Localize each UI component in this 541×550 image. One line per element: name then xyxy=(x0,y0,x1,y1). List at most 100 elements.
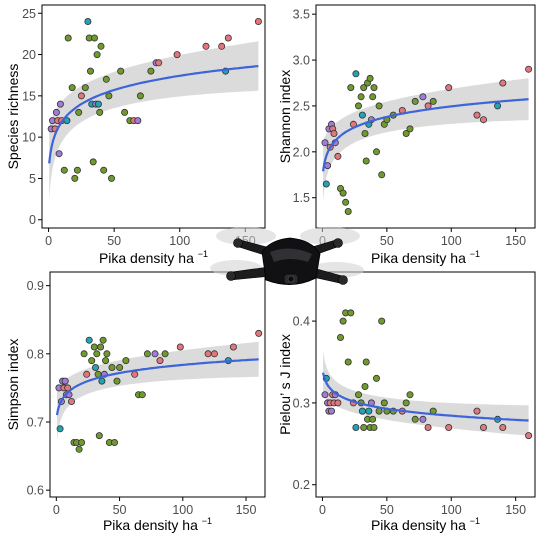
data-point xyxy=(365,407,373,415)
data-point xyxy=(143,350,151,358)
data-point xyxy=(473,111,481,119)
data-point xyxy=(108,363,116,371)
x-tick-label: 100 xyxy=(172,503,193,517)
data-point xyxy=(378,171,386,179)
data-point xyxy=(75,108,83,116)
data-point xyxy=(334,152,342,160)
y-tick-label: 0.4 xyxy=(293,315,310,329)
data-point xyxy=(339,189,347,197)
data-point xyxy=(105,92,113,100)
y-tick-label: 3.0 xyxy=(293,54,310,68)
data-point xyxy=(360,84,368,92)
data-point xyxy=(89,158,97,166)
data-point xyxy=(424,423,432,431)
data-point xyxy=(342,198,350,206)
drone-body xyxy=(261,237,321,285)
propeller xyxy=(300,227,360,245)
y-axis-title: Pielou’ s J index xyxy=(277,334,293,435)
x-tick-label: 50 xyxy=(380,503,394,517)
data-point xyxy=(327,407,335,415)
x-axis-title-exponent: −1 xyxy=(470,249,480,259)
x-tick-label: 0 xyxy=(53,503,60,517)
data-point xyxy=(81,84,89,92)
x-tick-label: 150 xyxy=(236,503,257,517)
data-point xyxy=(229,343,237,351)
data-point xyxy=(103,350,111,358)
x-axis-title: Pika density ha −1 xyxy=(371,516,480,533)
data-point xyxy=(68,84,76,92)
data-point xyxy=(92,363,100,371)
data-point xyxy=(102,357,110,365)
x-tick-label: 50 xyxy=(107,234,121,248)
x-tick-label: 100 xyxy=(441,234,462,248)
data-point xyxy=(479,423,487,431)
chart-panel-4: 0 50 100 150 0.2 0.3 0.4 Pika density ha −1 Piel… xyxy=(277,271,536,533)
y-tick-label: 0.8 xyxy=(27,347,44,361)
data-point xyxy=(354,391,362,399)
chart-panel-1: 0501001500510152025Pika density ha −1Spe… xyxy=(5,4,266,266)
data-point xyxy=(344,358,352,366)
y-tick-label: 10 xyxy=(22,131,36,145)
x-axis-title: Pika density ha −1 xyxy=(99,249,208,266)
data-point xyxy=(102,75,110,83)
data-point xyxy=(406,391,414,399)
y-tick-label: 0.3 xyxy=(293,396,310,410)
data-point xyxy=(80,350,88,358)
data-point xyxy=(255,329,263,337)
data-point xyxy=(131,370,139,378)
data-point xyxy=(411,415,419,423)
data-point xyxy=(411,97,419,105)
data-point xyxy=(73,166,81,174)
y-tick-label: 15 xyxy=(22,89,36,103)
x-axis-title-text: Pika density ha xyxy=(99,250,198,266)
data-point xyxy=(61,377,69,385)
x-tick-label: 50 xyxy=(380,234,394,248)
data-point xyxy=(93,51,101,59)
data-point xyxy=(372,374,380,382)
data-point xyxy=(525,432,533,440)
data-point xyxy=(360,423,368,431)
confidence-band xyxy=(49,41,259,200)
data-point xyxy=(344,207,352,215)
data-point xyxy=(330,129,338,137)
chart-panel-3: 0 50 100 150 0.6 0.7 0.8 0.9 Pika density ha −1 S… xyxy=(5,271,266,533)
data-point xyxy=(372,148,380,156)
data-point xyxy=(117,67,125,75)
panel-border xyxy=(41,4,266,229)
data-point xyxy=(357,93,365,101)
data-point xyxy=(151,350,159,358)
fit-line xyxy=(55,358,259,416)
data-point xyxy=(445,84,453,92)
fit-line xyxy=(322,372,529,422)
data-point xyxy=(352,70,360,78)
x-tick-label: 150 xyxy=(505,503,526,517)
data-point xyxy=(362,358,370,366)
data-point xyxy=(60,166,68,174)
data-point xyxy=(362,157,370,165)
y-axis-title: Shannon index xyxy=(277,70,293,163)
data-point xyxy=(204,350,212,358)
x-tick-label: 50 xyxy=(113,503,127,517)
data-point xyxy=(402,399,410,407)
data-point xyxy=(91,34,99,42)
data-point xyxy=(64,34,72,42)
y-tick-label: 5 xyxy=(29,172,36,186)
data-point xyxy=(94,100,102,108)
y-tick-label: 0.2 xyxy=(293,478,310,492)
data-point xyxy=(380,399,388,407)
data-point xyxy=(75,445,83,453)
data-point xyxy=(121,108,129,116)
x-axis-title: Pika density ha −1 xyxy=(371,249,480,266)
x-axis-title-text: Pika density ha xyxy=(371,517,470,533)
data-point xyxy=(378,317,386,325)
data-point xyxy=(369,93,377,101)
data-point xyxy=(56,100,64,108)
panel-border xyxy=(49,271,266,498)
data-point xyxy=(84,17,92,25)
data-point xyxy=(55,150,63,158)
x-axis-title-exponent: −1 xyxy=(470,516,480,526)
data-point xyxy=(361,129,369,137)
drone-photo-overlay xyxy=(210,227,364,285)
y-tick-label: 2.0 xyxy=(293,145,310,159)
data-point xyxy=(322,180,330,188)
